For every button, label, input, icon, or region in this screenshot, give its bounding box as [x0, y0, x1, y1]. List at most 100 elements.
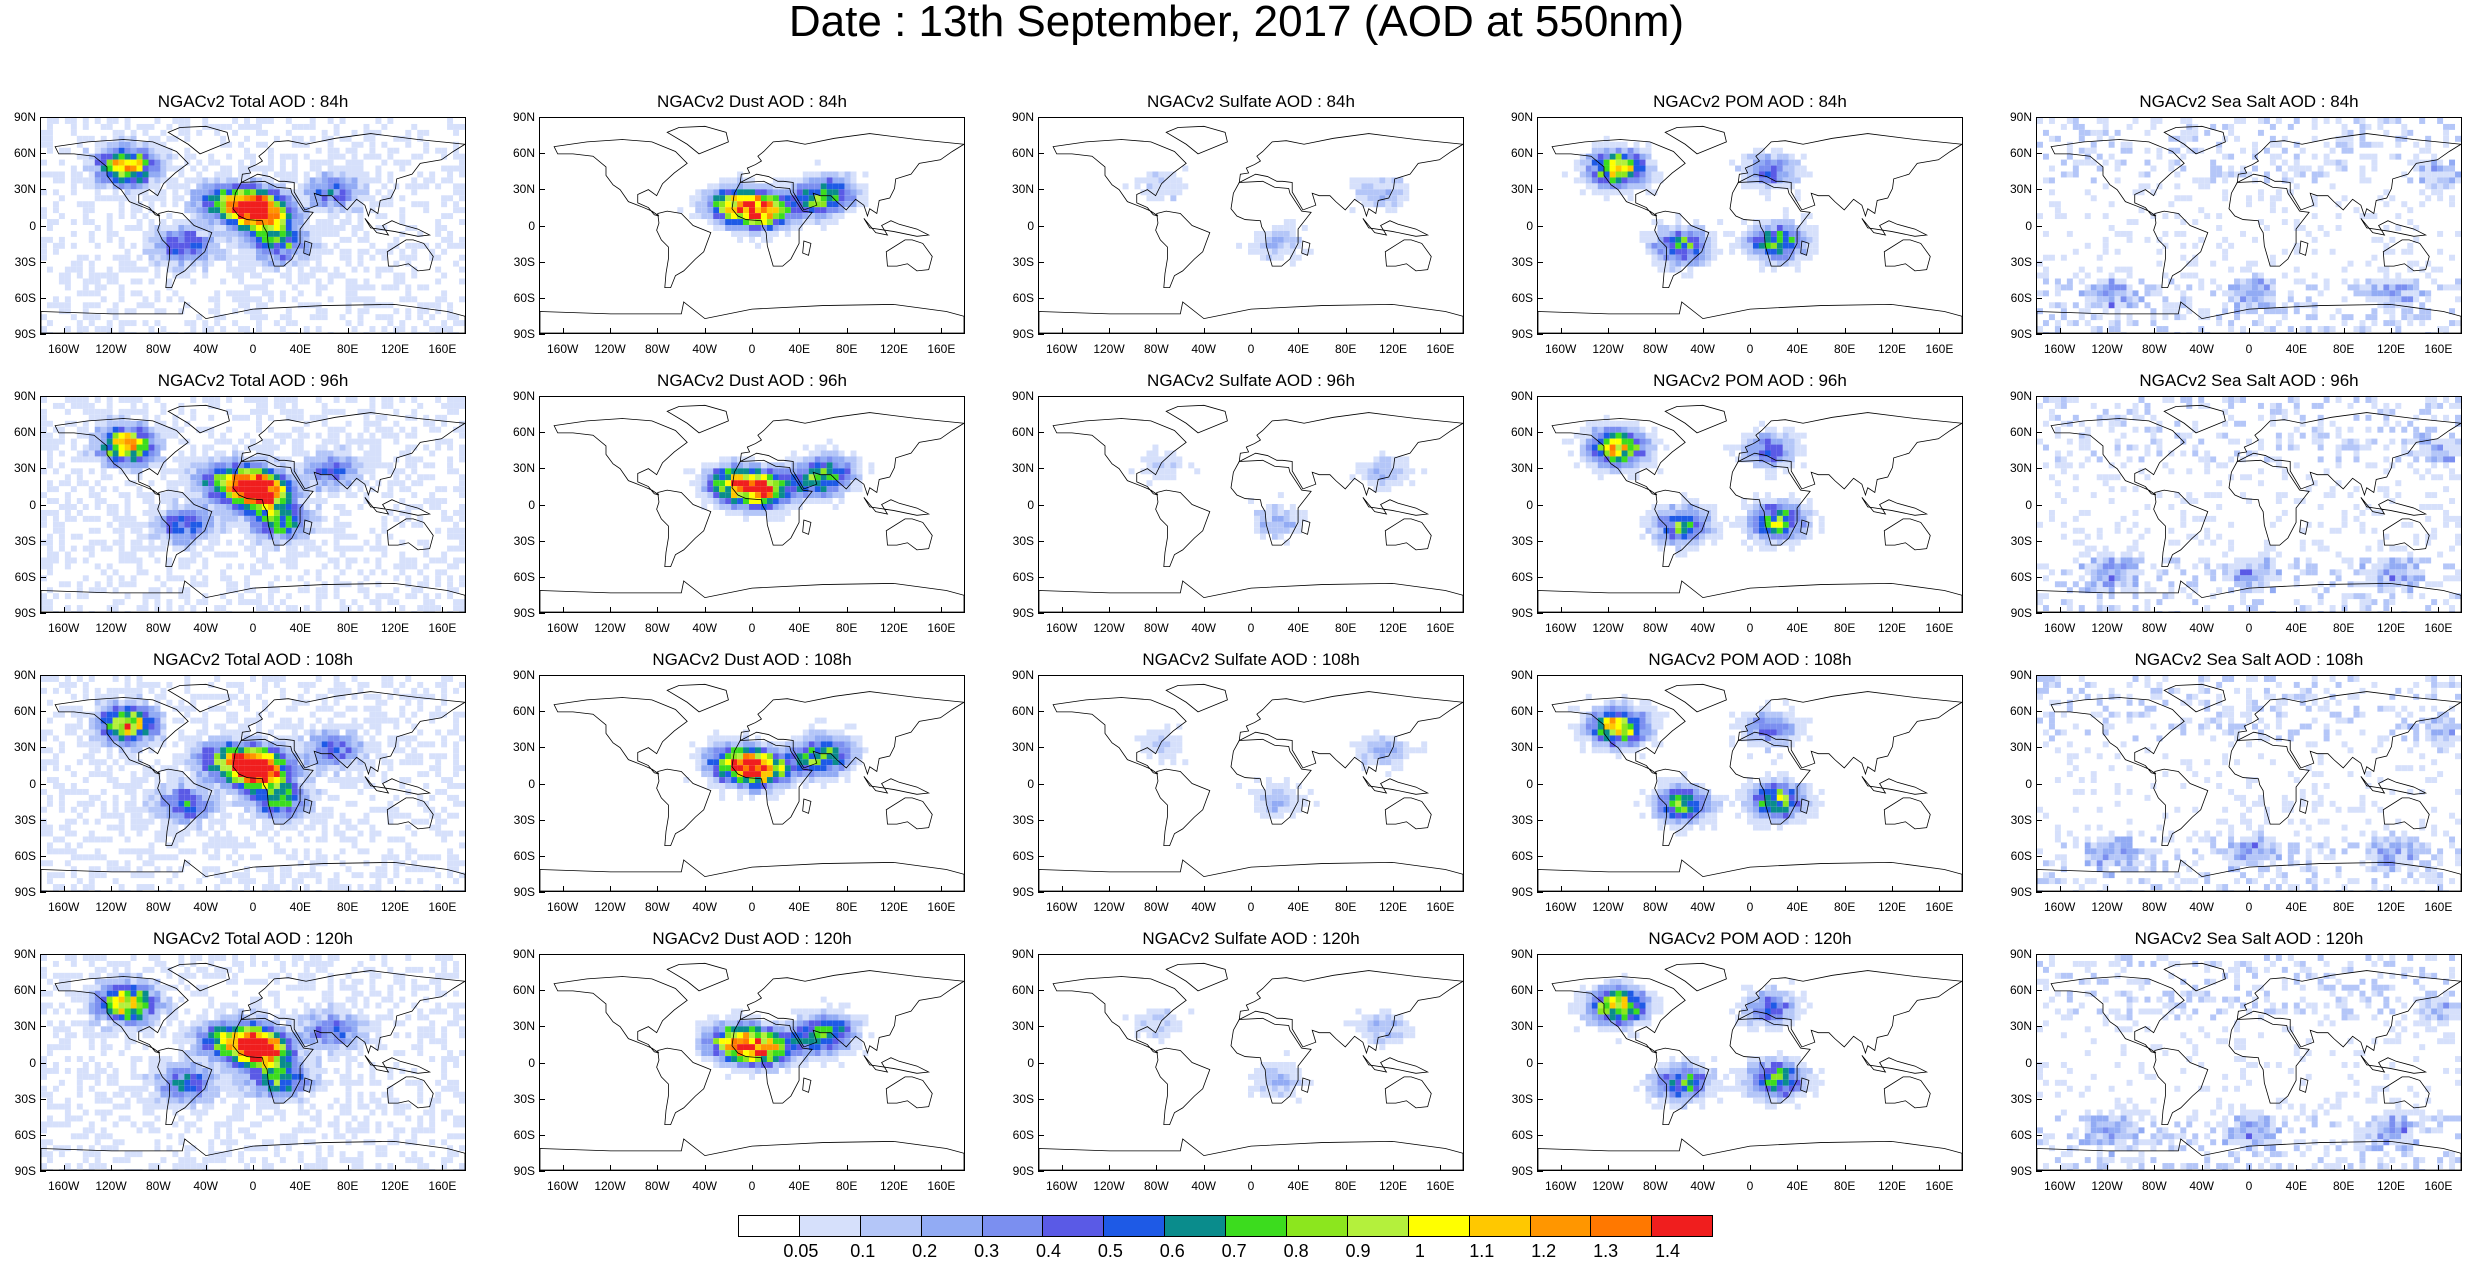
longitude-tick-label: 40W [184, 621, 228, 635]
longitude-tick-label: 160W [1040, 621, 1084, 635]
longitude-tick-label: 80E [326, 621, 370, 635]
coastline [1302, 520, 1310, 534]
latitude-tick-label: 60S [1996, 291, 2032, 305]
tick-mark [1038, 468, 1044, 469]
latitude-tick-label: 0 [499, 777, 535, 791]
map-panel [1537, 117, 1963, 334]
longitude-tick-label: 120W [588, 621, 632, 635]
tick-mark [1845, 1165, 1846, 1171]
tick-mark [1537, 784, 1543, 785]
tick-mark [894, 607, 895, 613]
tick-mark [2036, 298, 2042, 299]
longitude-tick-label: 120W [1087, 342, 1131, 356]
longitude-tick-label: 80W [2132, 342, 2176, 356]
tick-mark [1537, 1171, 1543, 1172]
longitude-tick-label: 80E [326, 900, 370, 914]
latitude-tick-label: 60N [998, 425, 1034, 439]
longitude-tick-label: 120W [1087, 1179, 1131, 1193]
colorbar-label: 1 [1390, 1241, 1450, 1262]
tick-mark [2060, 1165, 2061, 1171]
coastline [864, 776, 929, 794]
tick-mark [158, 607, 159, 613]
tick-mark [40, 820, 46, 821]
tick-mark [2036, 990, 2042, 991]
longitude-tick-label: 160W [1539, 900, 1583, 914]
tick-mark [799, 1165, 800, 1171]
tick-mark [2036, 153, 2042, 154]
longitude-tick-label: 80W [1134, 900, 1178, 914]
tick-mark [2036, 784, 2042, 785]
longitude-tick-label: 80E [1823, 621, 1867, 635]
latitude-tick-label: 90S [499, 606, 535, 620]
tick-mark [348, 886, 349, 892]
longitude-tick-label: 160W [541, 621, 585, 635]
longitude-tick-label: 120W [89, 900, 133, 914]
latitude-tick-label: 90N [499, 668, 535, 682]
tick-mark [111, 1165, 112, 1171]
longitude-tick-label: 80W [1633, 900, 1677, 914]
latitude-tick-label: 30N [998, 461, 1034, 475]
tick-mark [158, 328, 159, 334]
tick-mark [1038, 711, 1044, 712]
tick-mark [1750, 607, 1751, 613]
longitude-tick-label: 80E [1324, 342, 1368, 356]
coastline [554, 977, 687, 1053]
longitude-tick-label: 80E [2322, 900, 2366, 914]
coastline [667, 963, 728, 991]
latitude-tick-label: 60S [998, 291, 1034, 305]
latitude-tick-label: 30N [499, 740, 535, 754]
longitude-tick-label: 40W [1681, 1179, 1725, 1193]
latitude-tick-label: 30S [998, 255, 1034, 269]
tick-mark [1038, 954, 1044, 955]
latitude-tick-label: 30N [1497, 1019, 1533, 1033]
panel-title: NGACv2 Sea Salt AOD : 84h [2036, 92, 2462, 112]
tick-mark [1537, 468, 1543, 469]
tick-mark [40, 1063, 46, 1064]
longitude-tick-label: 120W [2085, 621, 2129, 635]
latitude-tick-label: 30S [1497, 534, 1533, 548]
tick-mark [40, 954, 46, 955]
longitude-tick-label: 160E [2416, 1179, 2460, 1193]
latitude-tick-label: 0 [998, 219, 1034, 233]
tick-mark [253, 886, 254, 892]
tick-mark [2036, 1099, 2042, 1100]
map-panel [2036, 954, 2462, 1171]
tick-mark [1251, 886, 1252, 892]
tick-mark [40, 990, 46, 991]
latitude-tick-label: 90S [0, 327, 36, 341]
latitude-tick-label: 0 [1497, 1056, 1533, 1070]
tick-mark [610, 607, 611, 613]
tick-mark [1608, 607, 1609, 613]
longitude-tick-label: 160W [2038, 621, 2082, 635]
tick-mark [539, 747, 545, 748]
colorbar-label: 0.8 [1266, 1241, 1326, 1262]
latitude-tick-label: 90N [998, 110, 1034, 124]
tick-mark [941, 328, 942, 334]
tick-mark [40, 747, 46, 748]
coastline [1862, 1055, 1927, 1073]
tick-mark [539, 577, 545, 578]
latitude-tick-label: 0 [499, 498, 535, 512]
tick-mark [2036, 1063, 2042, 1064]
longitude-tick-label: 120W [1586, 900, 1630, 914]
aod-field [2037, 676, 2461, 891]
tick-mark [1038, 505, 1044, 506]
longitude-tick-label: 40E [1276, 342, 1320, 356]
coastline [886, 1077, 932, 1108]
tick-mark [1655, 607, 1656, 613]
longitude-tick-label: 160W [541, 900, 585, 914]
longitude-tick-label: 160E [919, 900, 963, 914]
latitude-tick-label: 90N [1996, 947, 2032, 961]
tick-mark [40, 1135, 46, 1136]
tick-mark [1062, 328, 1063, 334]
panel-title: NGACv2 Sea Salt AOD : 120h [2036, 929, 2462, 949]
tick-mark [1537, 1135, 1543, 1136]
longitude-tick-label: 80E [825, 1179, 869, 1193]
coastline [864, 1055, 929, 1073]
latitude-tick-label: 30S [1996, 813, 2032, 827]
longitude-tick-label: 40W [1681, 621, 1725, 635]
longitude-tick-label: 40E [777, 621, 821, 635]
latitude-tick-label: 60N [499, 425, 535, 439]
latitude-tick-label: 30N [1497, 182, 1533, 196]
tick-mark [657, 1165, 658, 1171]
